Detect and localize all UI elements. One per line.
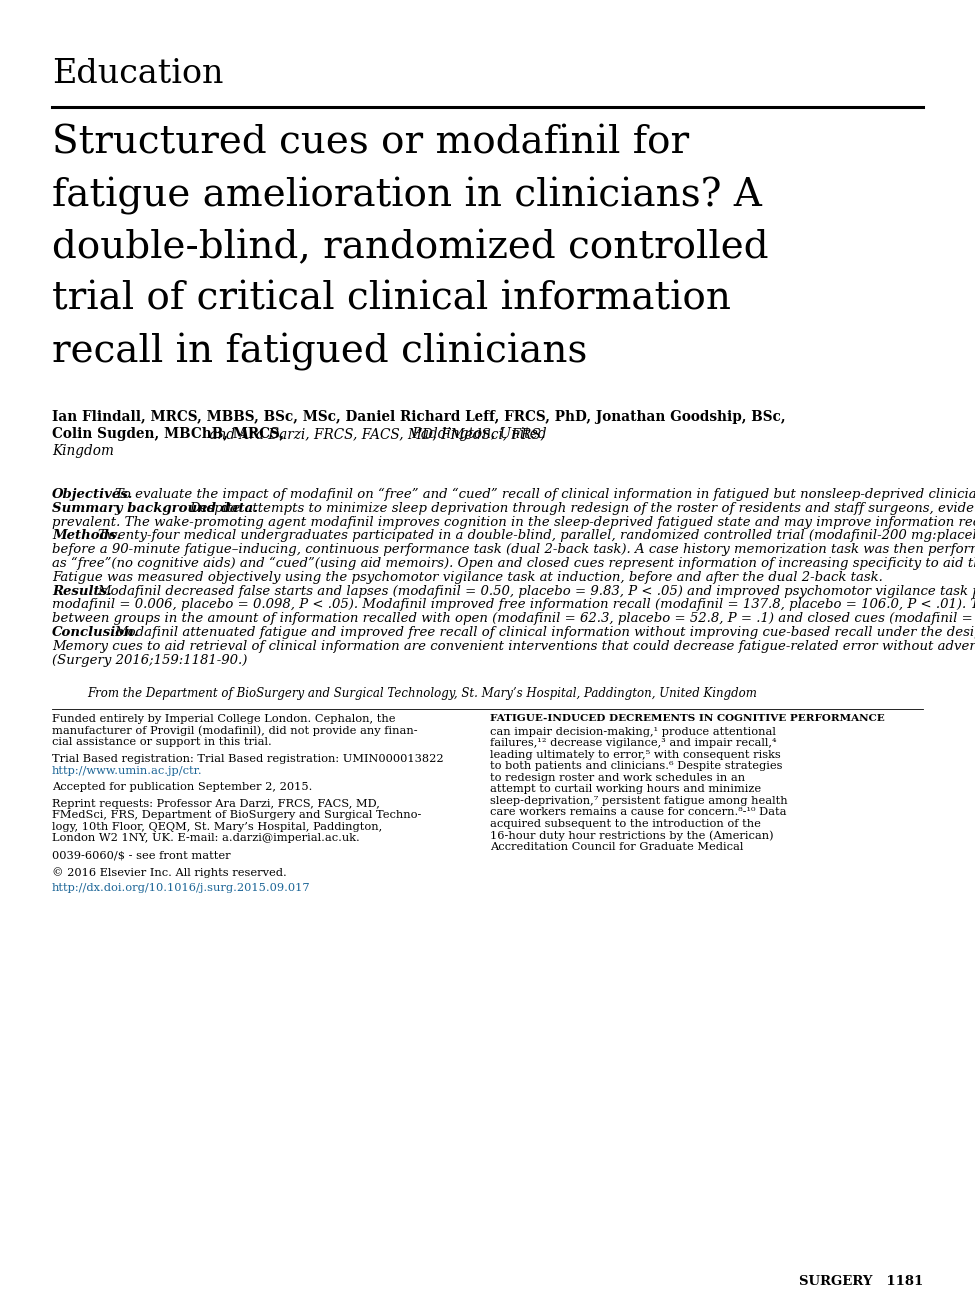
Text: acquired subsequent to the introduction of the: acquired subsequent to the introduction … (490, 820, 760, 829)
Text: London W2 1NY, UK. E-mail: a.darzi@imperial.ac.uk.: London W2 1NY, UK. E-mail: a.darzi@imper… (52, 834, 360, 843)
Text: Education: Education (52, 57, 223, 90)
Text: care workers remains a cause for concern.⁸‐¹⁰ Data: care workers remains a cause for concern… (490, 808, 787, 817)
Text: Objectives.: Objectives. (52, 488, 134, 501)
Text: and Ara Darzi, FRCS, FACS, MD, FMedSci, FRS,: and Ara Darzi, FRCS, FACS, MD, FMedSci, … (205, 427, 545, 441)
Text: Summary background data.: Summary background data. (52, 502, 257, 514)
Text: Accepted for publication September 2, 2015.: Accepted for publication September 2, 20… (52, 782, 312, 792)
Text: between groups in the amount of information recalled with open (modafinil = 62.3: between groups in the amount of informat… (52, 612, 975, 625)
Text: fatigue amelioration in clinicians? A: fatigue amelioration in clinicians? A (52, 177, 761, 215)
Text: double-blind, randomized controlled: double-blind, randomized controlled (52, 228, 768, 266)
Text: Ian Flindall, MRCS, MBBS, BSc, MSc, Daniel Richard Leff, FRCS, PhD, Jonathan Goo: Ian Flindall, MRCS, MBBS, BSc, MSc, Dani… (52, 410, 786, 424)
Text: leading ultimately to error,⁵ with consequent risks: leading ultimately to error,⁵ with conse… (490, 750, 781, 760)
Text: FMedSci, FRS, Department of BioSurgery and Surgical Techno-: FMedSci, FRS, Department of BioSurgery a… (52, 810, 421, 821)
Text: can impair decision-making,¹ produce attentional: can impair decision-making,¹ produce att… (490, 727, 776, 737)
Text: Accreditation Council for Graduate Medical: Accreditation Council for Graduate Medic… (490, 842, 743, 852)
Text: http://dx.doi.org/10.1016/j.surg.2015.09.017: http://dx.doi.org/10.1016/j.surg.2015.09… (52, 883, 311, 894)
Text: logy, 10th Floor, QEQM, St. Mary’s Hospital, Paddington,: logy, 10th Floor, QEQM, St. Mary’s Hospi… (52, 822, 382, 831)
Text: Despite attempts to minimize sleep deprivation through redesign of the roster of: Despite attempts to minimize sleep depri… (189, 502, 975, 514)
Text: Twenty-four medical undergraduates participated in a double-blind, parallel, ran: Twenty-four medical undergraduates parti… (98, 530, 975, 543)
Text: FATIGUE-INDUCED DECREMENTS IN COGNITIVE PERFORMANCE: FATIGUE-INDUCED DECREMENTS IN COGNITIVE … (490, 714, 884, 723)
Text: http://www.umin.ac.jp/ctr.: http://www.umin.ac.jp/ctr. (52, 766, 203, 775)
Text: Colin Sugden, MBChB, MRCS,: Colin Sugden, MBChB, MRCS, (52, 427, 284, 441)
Text: to redesign roster and work schedules in an: to redesign roster and work schedules in… (490, 773, 745, 783)
Text: Fatigue was measured objectively using the psychomotor vigilance task at inducti: Fatigue was measured objectively using t… (52, 570, 883, 583)
Text: Memory cues to aid retrieval of clinical information are convenient intervention: Memory cues to aid retrieval of clinical… (52, 639, 975, 652)
Text: modafinil = 0.006, placebo = 0.098, P < .05). Modafinil improved free informatio: modafinil = 0.006, placebo = 0.098, P < … (52, 599, 975, 612)
Text: before a 90-minute fatigue–inducing, continuous performance task (dual 2-back ta: before a 90-minute fatigue–inducing, con… (52, 543, 975, 556)
Text: Conclusion.: Conclusion. (52, 626, 139, 639)
Text: Funded entirely by Imperial College London. Cephalon, the: Funded entirely by Imperial College Lond… (52, 714, 396, 724)
Text: Modafinil decreased false starts and lapses (modafinil = 0.50, placebo = 9.83, P: Modafinil decreased false starts and lap… (98, 585, 975, 598)
Text: attempt to curtail working hours and minimize: attempt to curtail working hours and min… (490, 784, 761, 795)
Text: sleep-deprivation,⁷ persistent fatigue among health: sleep-deprivation,⁷ persistent fatigue a… (490, 796, 788, 806)
Text: Structured cues or modafinil for: Structured cues or modafinil for (52, 125, 689, 162)
Text: cial assistance or support in this trial.: cial assistance or support in this trial… (52, 737, 272, 748)
Text: 0039-6060/$ - see front matter: 0039-6060/$ - see front matter (52, 850, 231, 860)
Text: Reprint requests: Professor Ara Darzi, FRCS, FACS, MD,: Reprint requests: Professor Ara Darzi, F… (52, 799, 380, 809)
Text: Paddington, United: Paddington, United (408, 427, 546, 441)
Text: Kingdom: Kingdom (52, 444, 114, 458)
Text: Trial Based registration: Trial Based registration: UMIN000013822: Trial Based registration: Trial Based re… (52, 754, 444, 763)
Text: Results.: Results. (52, 585, 112, 598)
Text: From the Department of BioSurgery and Surgical Technology, St. Mary’s Hospital, : From the Department of BioSurgery and Su… (87, 688, 757, 701)
Text: Methods.: Methods. (52, 530, 121, 543)
Text: as “free”(no cognitive aids) and “cued”(using aid memoirs). Open and closed cues: as “free”(no cognitive aids) and “cued”(… (52, 557, 975, 570)
Text: failures,¹² decrease vigilance,³ and impair recall,⁴: failures,¹² decrease vigilance,³ and imp… (490, 739, 776, 748)
Text: 16-hour duty hour restrictions by the (American): 16-hour duty hour restrictions by the (A… (490, 830, 773, 840)
Text: trial of critical clinical information: trial of critical clinical information (52, 281, 731, 318)
Text: to both patients and clinicians.⁶ Despite strategies: to both patients and clinicians.⁶ Despit… (490, 761, 783, 771)
Text: © 2016 Elsevier Inc. All rights reserved.: © 2016 Elsevier Inc. All rights reserved… (52, 867, 287, 877)
Text: recall in fatigued clinicians: recall in fatigued clinicians (52, 333, 587, 371)
Text: To evaluate the impact of modafinil on “free” and “cued” recall of clinical info: To evaluate the impact of modafinil on “… (115, 488, 975, 501)
Text: manufacturer of Provigil (modafinil), did not provide any finan-: manufacturer of Provigil (modafinil), di… (52, 726, 417, 736)
Text: (Surgery 2016;159:1181-90.): (Surgery 2016;159:1181-90.) (52, 654, 248, 667)
Text: Modafinil attenuated fatigue and improved free recall of clinical information wi: Modafinil attenuated fatigue and improve… (115, 626, 975, 639)
Text: SURGERY   1181: SURGERY 1181 (799, 1275, 923, 1288)
Text: prevalent. The wake-promoting agent modafinil improves cognition in the sleep-de: prevalent. The wake-promoting agent moda… (52, 515, 975, 529)
